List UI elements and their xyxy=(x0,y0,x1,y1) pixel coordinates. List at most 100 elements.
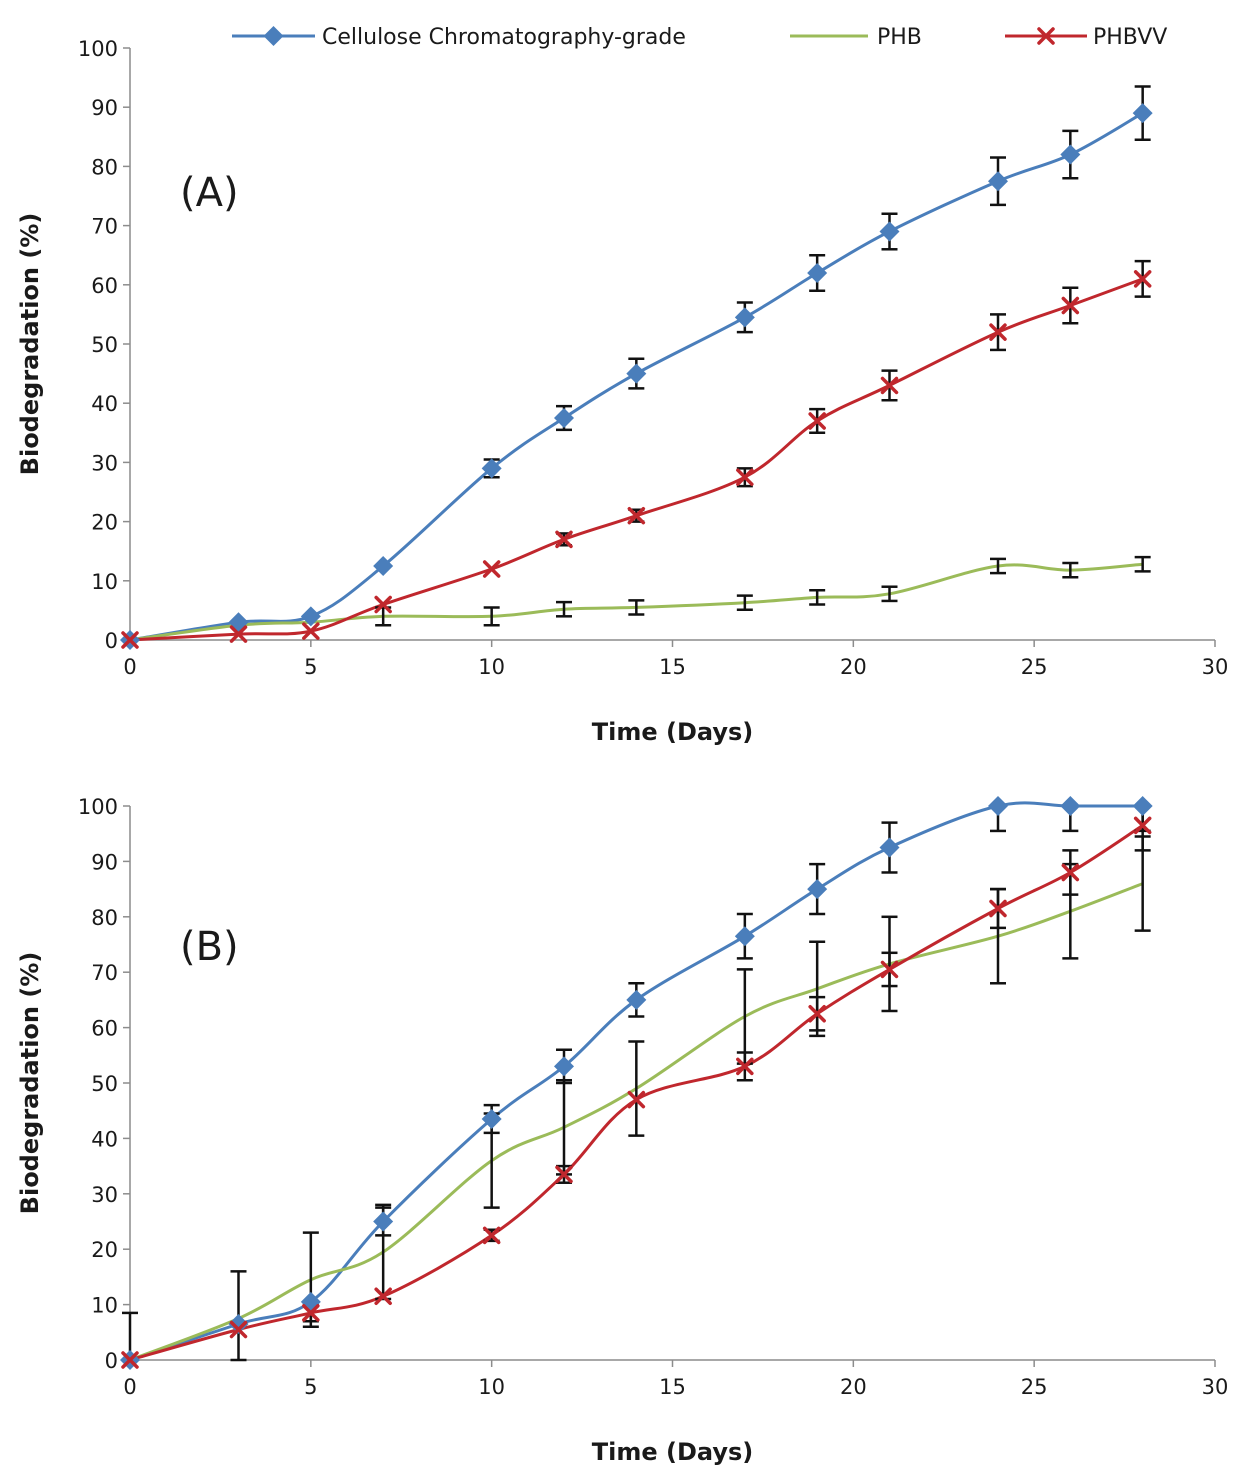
data-point-x-stroke-2 xyxy=(374,595,392,614)
data-point-diamond xyxy=(481,458,502,479)
data-point-diamond xyxy=(734,926,755,947)
data-point-x xyxy=(1133,270,1152,288)
y-tick-label: 30 xyxy=(91,1183,118,1207)
data-point-x xyxy=(1133,816,1152,835)
data-point-x-stroke-2 xyxy=(229,625,248,643)
y-tick-label: 50 xyxy=(91,1072,118,1096)
x-tick-label: 5 xyxy=(304,1375,317,1399)
error-bar xyxy=(736,968,753,1065)
error-bars-series-3 xyxy=(302,804,1151,1323)
data-point-diamond xyxy=(734,307,755,328)
x-tick-label: 15 xyxy=(659,1375,686,1399)
data-point-x xyxy=(482,1226,501,1245)
data-point-x-stroke-2 xyxy=(736,1057,754,1076)
data-point-x-stroke-2 xyxy=(1061,296,1080,315)
data-point-diamond xyxy=(481,1109,502,1130)
data-point-diamond xyxy=(554,1056,574,1077)
data-point-x xyxy=(808,1005,826,1023)
data-point-x-stroke-2 xyxy=(1133,270,1152,288)
panel-label: (B) xyxy=(180,924,239,970)
data-point-x-stroke-2 xyxy=(736,468,754,486)
x-tick-label: 20 xyxy=(840,1375,867,1399)
error-bar xyxy=(628,599,645,616)
data-point-x-stroke-2 xyxy=(555,530,573,549)
data-point-diamond xyxy=(1060,796,1081,816)
legend: Cellulose Chromatography-grade PHB PHBVV xyxy=(232,25,1167,50)
legend-item-3: PHBVV xyxy=(1005,25,1167,50)
data-point-x xyxy=(121,1351,139,1369)
data-point-x-stroke-2 xyxy=(880,960,899,979)
data-point-diamond xyxy=(626,989,647,1010)
x-tick-label: 10 xyxy=(478,655,505,679)
legend-label: PHBVV xyxy=(1093,25,1167,50)
x-tick-label: 0 xyxy=(123,1375,136,1399)
y-tick-label: 40 xyxy=(91,1127,118,1151)
x-tick-label: 15 xyxy=(659,655,686,679)
data-point-x-stroke-2 xyxy=(880,376,899,395)
data-point-x xyxy=(736,468,754,486)
data-point-x-stroke-2 xyxy=(302,622,320,640)
data-point-x xyxy=(1061,863,1080,882)
data-point-diamond xyxy=(373,556,394,576)
y-tick-label: 70 xyxy=(91,215,118,239)
data-point-diamond xyxy=(228,1313,249,1334)
x-tick-label: 0 xyxy=(123,655,136,679)
error-bar xyxy=(556,1078,572,1176)
data-point-x xyxy=(374,595,392,614)
error-bar xyxy=(881,585,898,603)
error-bar xyxy=(556,600,572,618)
data-point-x-stroke-2 xyxy=(121,631,139,649)
data-point-x xyxy=(880,960,899,979)
data-point-x xyxy=(808,412,826,430)
data-point-x xyxy=(989,899,1007,918)
chart-panel-a: 0 10 20 30 40 50 60 70 80 90 100 0 5 10 15 20 25 30 Time (… xyxy=(16,37,1228,746)
data-point-x xyxy=(302,1304,320,1322)
data-point-x xyxy=(989,323,1007,341)
y-tick-label: 20 xyxy=(91,511,118,535)
data-point-x-stroke-2 xyxy=(808,1005,826,1023)
y-tick-label: 80 xyxy=(91,155,118,179)
y-tick-label: 80 xyxy=(91,906,118,930)
legend-item-2: PHB xyxy=(790,25,922,50)
y-tick-label: 90 xyxy=(91,850,118,874)
data-point-x xyxy=(229,625,248,643)
y-tick-label: 50 xyxy=(91,333,118,357)
data-point-diamond xyxy=(626,363,647,384)
data-point-x-stroke-2 xyxy=(482,1226,501,1245)
y-tick-label: 0 xyxy=(105,629,118,653)
data-point-x xyxy=(1061,296,1080,315)
legend-label: PHB xyxy=(877,25,922,50)
error-bar xyxy=(736,594,753,612)
y-tick-label: 100 xyxy=(78,37,118,61)
data-point-x xyxy=(736,1057,754,1076)
data-point-diamond xyxy=(879,221,900,242)
data-point-x xyxy=(121,631,139,649)
data-point-x-stroke-2 xyxy=(627,506,646,525)
y-tick-label: 20 xyxy=(91,1238,118,1262)
error-bar xyxy=(628,1040,645,1137)
data-point-diamond xyxy=(879,837,900,858)
data-point-x-stroke-2 xyxy=(302,1304,320,1322)
chart-panel-b: 0 10 20 30 40 50 60 70 80 90 100 0 5 10 15 20 25 30 Time (… xyxy=(16,795,1228,1466)
x-tick-label: 10 xyxy=(478,1375,505,1399)
data-point-x xyxy=(555,530,573,549)
data-point-diamond xyxy=(988,796,1008,816)
data-point-x xyxy=(555,1165,573,1184)
data-point-x-stroke-2 xyxy=(374,1287,392,1306)
legend-label: Cellulose Chromatography-grade xyxy=(322,25,686,50)
data-point-x xyxy=(229,1320,248,1339)
y-tick-label: 30 xyxy=(91,451,118,475)
data-point-x-stroke-2 xyxy=(555,1165,573,1184)
error-bar xyxy=(809,589,826,606)
panel-label: (A) xyxy=(180,170,239,216)
markers-series-1 xyxy=(120,796,1153,1370)
y-tick-label: 70 xyxy=(91,961,118,985)
y-tick-label: 40 xyxy=(91,392,118,416)
data-point-x xyxy=(374,1287,392,1306)
data-point-x xyxy=(627,1090,646,1109)
data-point-diamond xyxy=(1132,103,1153,124)
y-tick-label: 10 xyxy=(91,570,118,594)
legend-item-1: Cellulose Chromatography-grade xyxy=(232,25,686,50)
data-point-x xyxy=(627,506,646,525)
y-tick-label: 100 xyxy=(78,795,118,819)
